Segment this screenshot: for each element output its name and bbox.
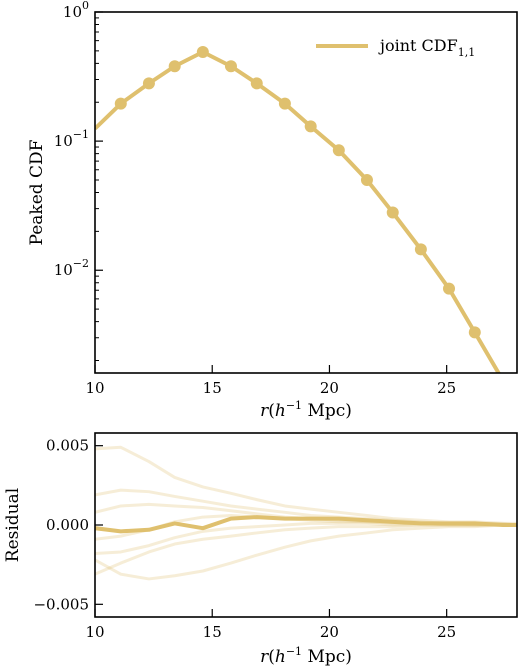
series-line <box>95 50 501 373</box>
series-joint-cdf <box>95 46 501 373</box>
data-point <box>443 282 456 295</box>
x-tick-label: 20 <box>320 623 339 641</box>
top-plot-frame <box>94 11 518 374</box>
data-point <box>196 46 209 59</box>
top-panel-chart: 100 10−1 10−2 10 15 20 25 Peaked CDF r(h−1 Mpc) j… <box>27 0 518 421</box>
legend-label: joint CDF1,1 <box>378 36 475 59</box>
data-point <box>278 97 291 110</box>
x-tick-label: 20 <box>320 379 339 397</box>
data-point <box>304 120 317 133</box>
data-point <box>142 77 155 90</box>
bottom-plot-frame <box>94 432 518 618</box>
x-tick-label: 25 <box>437 623 456 641</box>
y-axis-label: Residual <box>3 488 23 562</box>
data-point <box>468 326 481 339</box>
data-point <box>168 60 181 73</box>
y-tick-label: 10−2 <box>54 257 89 279</box>
residual-line-faint <box>95 445 517 525</box>
x-tick-label: 10 <box>85 623 104 641</box>
x-tick-label: 15 <box>203 379 222 397</box>
legend: joint CDF1,1 <box>316 36 475 59</box>
data-point <box>414 243 427 256</box>
data-point <box>250 77 263 90</box>
y-tick-label: 10−1 <box>54 128 89 150</box>
residual-line-faint <box>95 523 517 576</box>
x-tick-label: 25 <box>437 379 456 397</box>
y-tick-label: 0.005 <box>46 437 89 455</box>
x-axis-label: r(h−1 Mpc) <box>260 399 352 421</box>
x-tick-label: 10 <box>85 379 104 397</box>
x-tick-label: 15 <box>203 623 222 641</box>
x-axis-label: r(h−1 Mpc) <box>260 645 352 667</box>
data-point <box>360 173 373 186</box>
data-point <box>386 206 399 219</box>
residual-line-main <box>95 515 517 534</box>
data-point <box>114 97 127 110</box>
bottom-panel-chart: 0.005 0.000 −0.005 10 15 20 25 Residual r(h−1 Mp… <box>3 432 518 667</box>
y-axis-label: Peaked CDF <box>27 139 47 245</box>
y-tick-label: 100 <box>63 0 89 21</box>
residual-line-faint <box>95 523 517 581</box>
data-point <box>224 60 237 73</box>
residual-lines <box>95 445 517 581</box>
y-tick-label: 0.000 <box>46 516 89 534</box>
y-tick-label: −0.005 <box>33 595 89 613</box>
data-point <box>332 144 345 157</box>
